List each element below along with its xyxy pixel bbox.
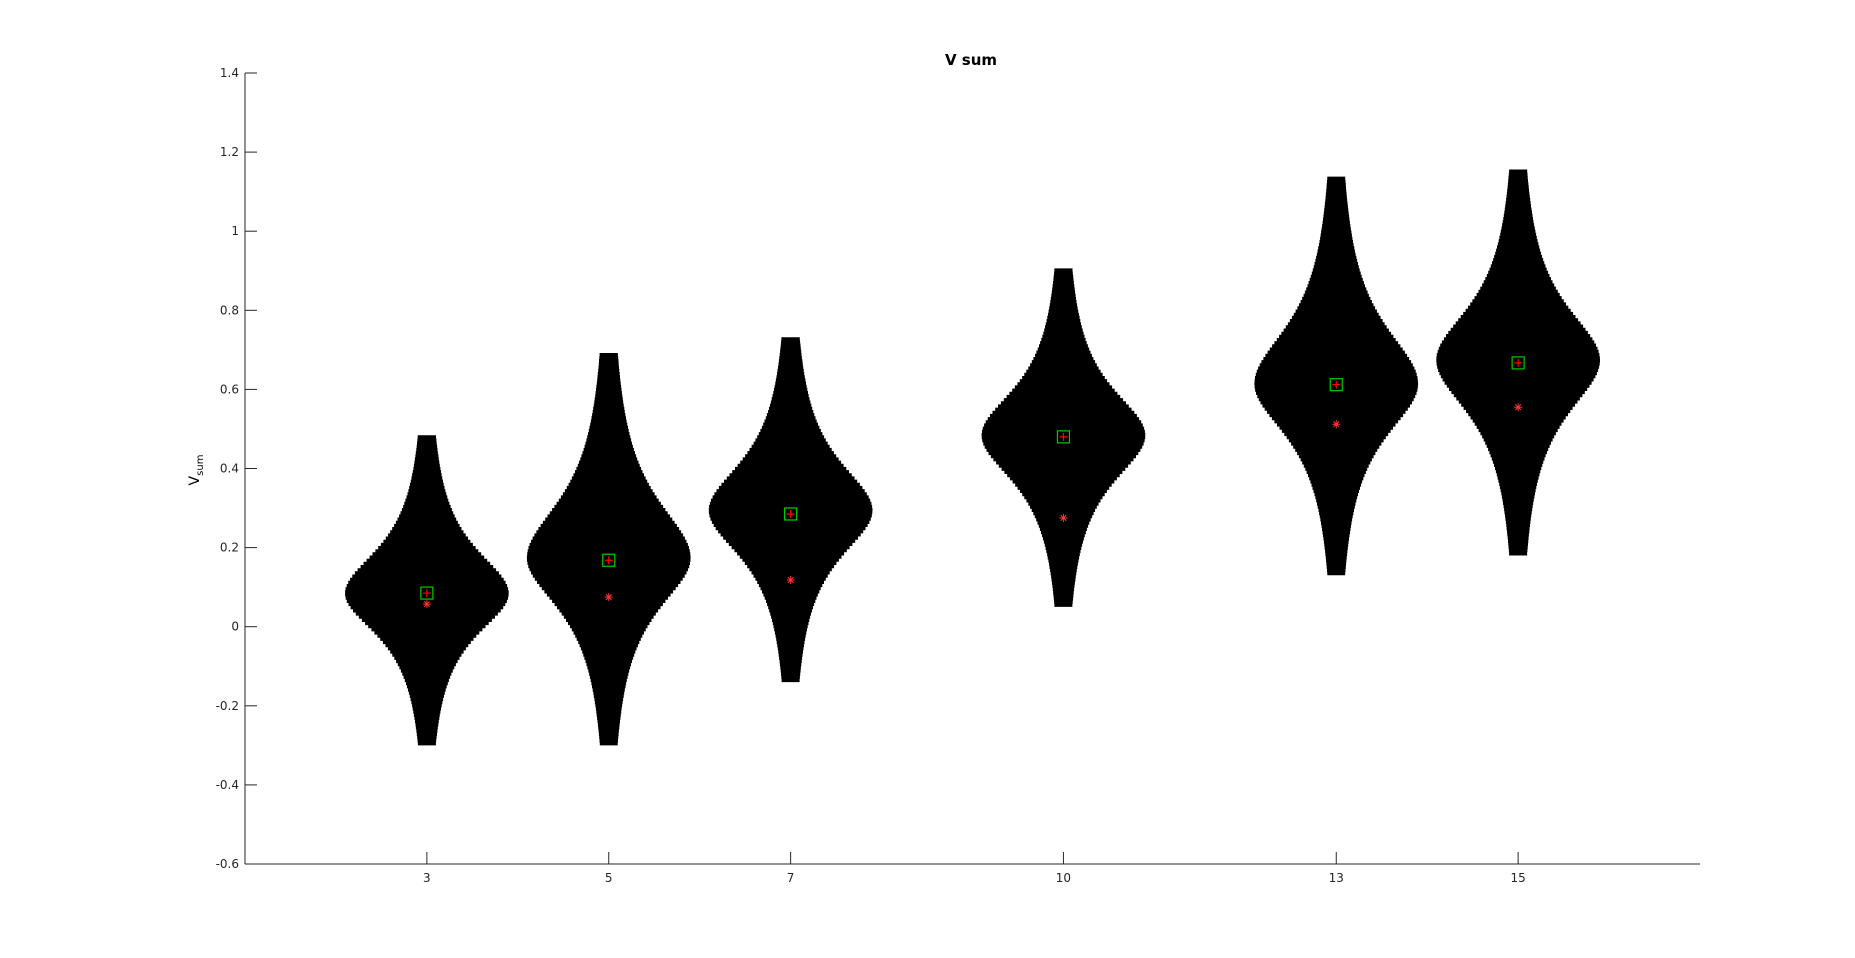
mean-marker-15: [1511, 356, 1525, 370]
median-marker-7: [786, 509, 795, 518]
star-marker-5: [604, 593, 613, 602]
y-tick-label-5: 0.4: [220, 462, 239, 476]
mean-marker-5: [602, 553, 616, 567]
x-tick-label-15: 15: [1510, 871, 1525, 885]
mean-marker-3: [420, 586, 434, 600]
median-marker-5: [604, 556, 613, 565]
x-tick-label-3: 3: [423, 871, 431, 885]
markers-layer: [420, 356, 1525, 609]
y-tick-label-8: 1: [231, 224, 239, 238]
y-tick-label-6: 0.6: [220, 382, 239, 396]
y-axis-label-base: V: [187, 475, 203, 485]
mean-marker-13: [1329, 378, 1343, 392]
y-axis-label: Vsum: [187, 455, 206, 486]
y-tick-label-2: -0.2: [216, 699, 239, 713]
svg-text:Vsum: Vsum: [187, 455, 206, 486]
mean-marker-10: [1056, 430, 1071, 444]
violin-13: [1254, 176, 1419, 576]
violin-5: [526, 353, 691, 746]
star-marker-15: [1514, 403, 1523, 412]
y-tick-label-7: 0.8: [220, 303, 239, 317]
x-tick-label-5: 5: [605, 871, 613, 885]
median-marker-3: [422, 589, 431, 598]
median-marker-13: [1332, 380, 1341, 389]
x-tick-label-10: 10: [1056, 871, 1071, 885]
star-marker-10: [1059, 513, 1068, 522]
y-tick-label-0: -0.6: [216, 857, 239, 871]
mean-marker-7: [784, 507, 798, 521]
y-tick-label-1: -0.4: [216, 778, 239, 792]
y-axis-label-subscript: sum: [195, 455, 206, 476]
median-marker-15: [1514, 358, 1523, 367]
star-marker-3: [422, 600, 431, 609]
y-tick-label-4: 0.2: [220, 541, 239, 555]
x-tick-label-7: 7: [787, 871, 795, 885]
star-marker-13: [1332, 420, 1341, 429]
median-marker-10: [1059, 432, 1068, 441]
star-marker-7: [786, 576, 795, 585]
x-tick-label-13: 13: [1329, 871, 1344, 885]
chart-title: V sum: [945, 51, 997, 69]
violin-7: [708, 337, 873, 683]
y-tick-label-10: 1.4: [220, 66, 239, 80]
y-tick-label-9: 1.2: [220, 145, 239, 159]
y-tick-label-3: 0: [231, 620, 239, 634]
axes-layer: -0.6 -0.4 -0.2 0 0.2 0.4 0.6 0.8 1 1.2 1.4 3 5 7 10 13 1…: [216, 66, 1700, 885]
